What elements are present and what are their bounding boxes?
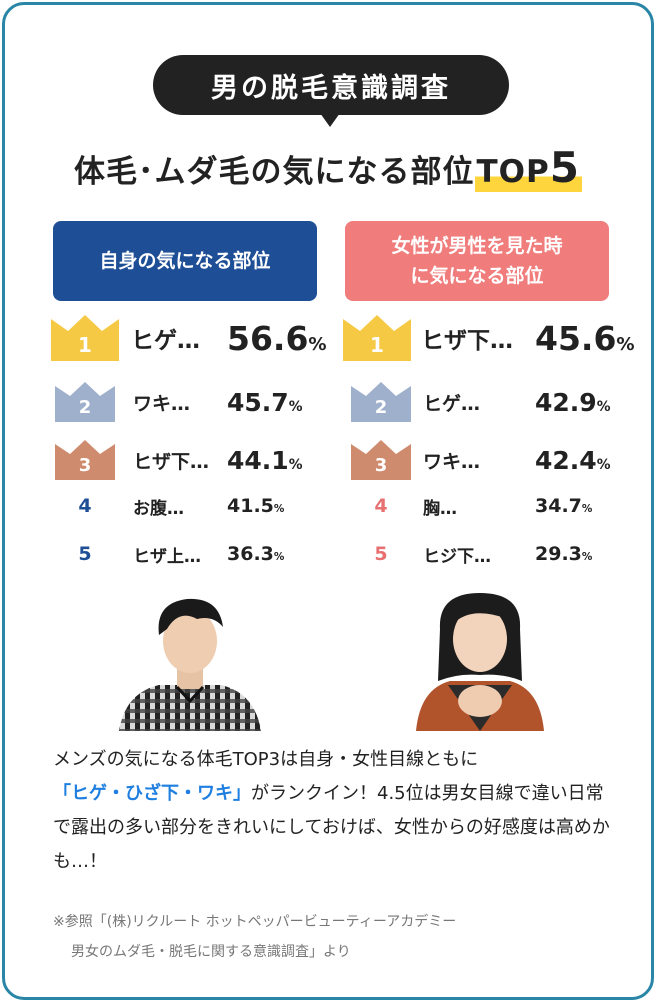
rank-number: 4	[374, 495, 388, 517]
source-note-line-1: ※参照「(株)リクルート ホットペッパービューティーアカデミー	[53, 914, 457, 930]
title-five: 5	[549, 143, 580, 192]
column-heading-self: 自身の気になる部位	[53, 221, 317, 301]
rank-number: 3	[78, 455, 92, 476]
rank-number: 1	[370, 333, 384, 357]
source-note: ※参照「(株)リクルート ホットペッパービューティーアカデミー 男女のムダ毛・脱…	[53, 907, 623, 967]
percent-value: 34.7%	[535, 495, 593, 517]
part-label: ワキ…	[133, 392, 191, 415]
part-label: ヒザ下…	[421, 328, 513, 354]
ranking-row-women-4: 4 胸… 34.7%	[351, 481, 592, 531]
page-title: 体毛･ムダ毛の気になる部位TOP5	[5, 143, 651, 193]
silver-crown-icon: 2	[55, 382, 115, 422]
column-heading-women: 女性が男性を見た時 に気になる部位	[345, 221, 609, 301]
percent-value: 42.9%	[535, 387, 611, 417]
part-label: ワキ…	[423, 450, 481, 473]
bronze-crown-icon: 3	[351, 440, 411, 480]
rank-number: 5	[374, 543, 388, 565]
part-label: ヒザ下…	[133, 450, 210, 473]
part-label: 胸…	[423, 498, 457, 519]
ranking-row-women-5: 5 ヒジ下… 29.3%	[351, 529, 592, 579]
bronze-crown-icon: 3	[55, 440, 115, 480]
ranking-row-self-2: 2 ワキ… 45.7%	[55, 377, 302, 427]
percent-value: 45.6%	[535, 318, 635, 358]
rank-number: 2	[374, 397, 388, 418]
man-photo	[119, 598, 261, 731]
woman-photo	[416, 593, 544, 731]
ranking-row-self-1: 1 ヒゲ… 56.6%	[51, 313, 327, 363]
summary-line-2: がランクイン！4.5位は男女目線で違い日常で露出の多い部分をきれいにしておけば、…	[53, 783, 610, 872]
percent-value: 45.7%	[227, 387, 303, 417]
percent-value: 36.3%	[227, 543, 285, 565]
title-top5: TOP5	[474, 143, 582, 192]
rank-number: 1	[78, 333, 92, 357]
percent-value: 44.1%	[227, 445, 303, 475]
percent-value: 56.6%	[227, 318, 327, 358]
summary-line-1: メンズの気になる体毛TOP3は自身・女性目線ともに	[53, 749, 479, 770]
ranking-row-women-2: 2 ヒゲ… 42.9%	[351, 377, 610, 427]
silver-crown-icon: 2	[351, 382, 411, 422]
part-label: ヒザ上…	[133, 546, 201, 567]
gold-crown-icon: 1	[51, 315, 119, 361]
part-label: ヒゲ…	[131, 328, 200, 354]
part-label: ヒジ下…	[423, 546, 491, 567]
ranking-row-self-5: 5 ヒザ上… 36.3%	[55, 529, 284, 579]
survey-badge: 男の脱毛意識調査	[153, 55, 509, 115]
ranking-row-self-4: 4 お腹… 41.5%	[55, 481, 284, 531]
ranking-row-women-3: 3 ワキ… 42.4%	[351, 435, 610, 485]
rank-number: 5	[78, 543, 92, 565]
badge-pointer	[320, 113, 340, 127]
part-label: お腹…	[133, 498, 184, 519]
percent-value: 42.4%	[535, 445, 611, 475]
summary-text: メンズの気になる体毛TOP3は自身・女性目線ともに 「ヒゲ・ひざ下・ワキ」がラン…	[53, 743, 613, 879]
rank-number: 3	[374, 455, 388, 476]
ranking-row-self-3: 3 ヒザ下… 44.1%	[55, 435, 302, 485]
summary-highlight: 「ヒゲ・ひざ下・ワキ」	[53, 783, 251, 804]
title-main: 体毛･ムダ毛の気になる部位	[74, 154, 475, 190]
rank-number: 4	[78, 495, 92, 517]
rank-number: 2	[78, 397, 92, 418]
source-note-line-2: 男女のムダ毛・脱毛に関する意識調査」より	[71, 944, 351, 960]
title-top: TOP	[476, 154, 550, 190]
gold-crown-icon: 1	[343, 315, 411, 361]
percent-value: 41.5%	[227, 495, 285, 517]
ranking-row-women-1: 1 ヒザ下… 45.6%	[343, 313, 635, 363]
part-label: ヒゲ…	[423, 392, 481, 415]
percent-value: 29.3%	[535, 543, 593, 565]
